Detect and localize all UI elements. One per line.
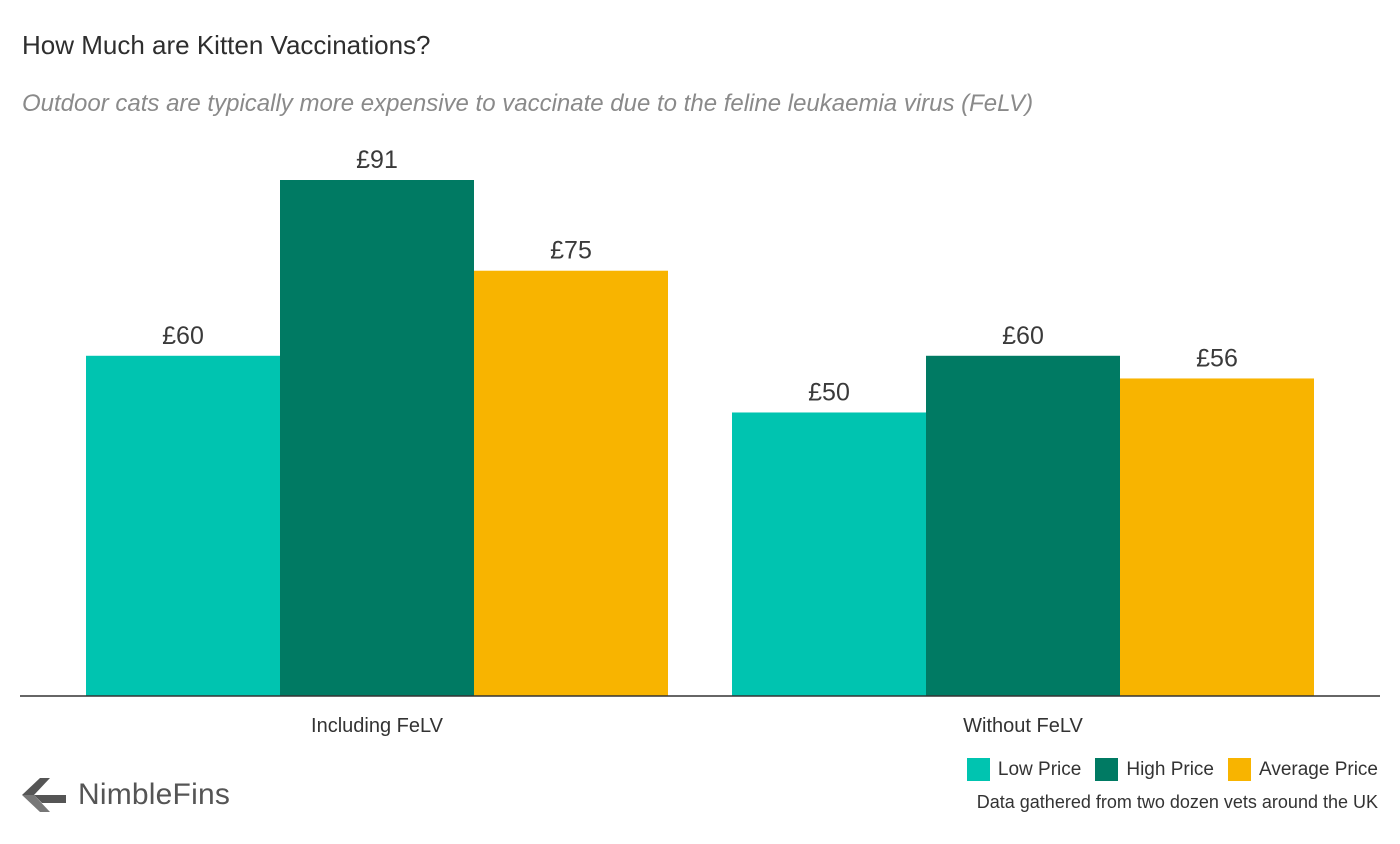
legend-item-high-price: High Price — [1095, 758, 1214, 781]
legend-swatch-average-price — [1228, 758, 1251, 781]
legend-item-low-price: Low Price — [966, 758, 1082, 781]
legend-label-high-price: High Price — [1126, 758, 1214, 780]
bar-without-felv-average-price — [1120, 378, 1314, 696]
bar-including-felv-average-price — [474, 270, 668, 696]
data-label-without-felv-low-price: £50 — [808, 378, 850, 406]
legend-item-average-price: Average Price — [1228, 758, 1378, 781]
legend: Low Price High Price Average Price — [966, 758, 1378, 781]
chart-subtitle: Outdoor cats are typically more expensiv… — [22, 90, 1034, 117]
bar-including-felv-low-price — [86, 355, 280, 696]
legend-label-low-price: Low Price — [997, 758, 1082, 780]
data-label-without-felv-average-price: £56 — [1196, 344, 1238, 372]
nimblefins-logo[interactable]: NimbleFins — [20, 776, 230, 814]
legend-swatch-low-price — [966, 758, 990, 781]
bar-without-felv-high-price — [926, 355, 1120, 696]
data-label-including-felv-low-price: £60 — [162, 322, 204, 350]
data-label-including-felv-high-price: £91 — [356, 146, 398, 174]
legend-label-average-price: Average Price — [1259, 758, 1378, 780]
nimblefins-logo-icon — [22, 778, 66, 812]
legend-swatch-high-price — [1095, 758, 1119, 781]
category-label-including-felv: Including FeLV — [311, 715, 444, 737]
source-note: Data gathered from two dozen vets around… — [976, 792, 1378, 812]
bar-without-felv-low-price — [732, 412, 926, 696]
category-labels: Including FeLV Without FeLV — [311, 715, 1083, 737]
data-label-including-felv-average-price: £75 — [550, 237, 592, 265]
category-label-without-felv: Without FeLV — [963, 715, 1083, 737]
bar-including-felv-high-price — [280, 180, 474, 696]
chart-title: How Much are Kitten Vaccinations? — [22, 30, 431, 60]
logo-text: NimbleFins — [78, 778, 231, 811]
data-label-without-felv-high-price: £60 — [1002, 322, 1044, 350]
bars-layer: £60 £91 £75 £50 £60 £56 — [86, 146, 1314, 696]
